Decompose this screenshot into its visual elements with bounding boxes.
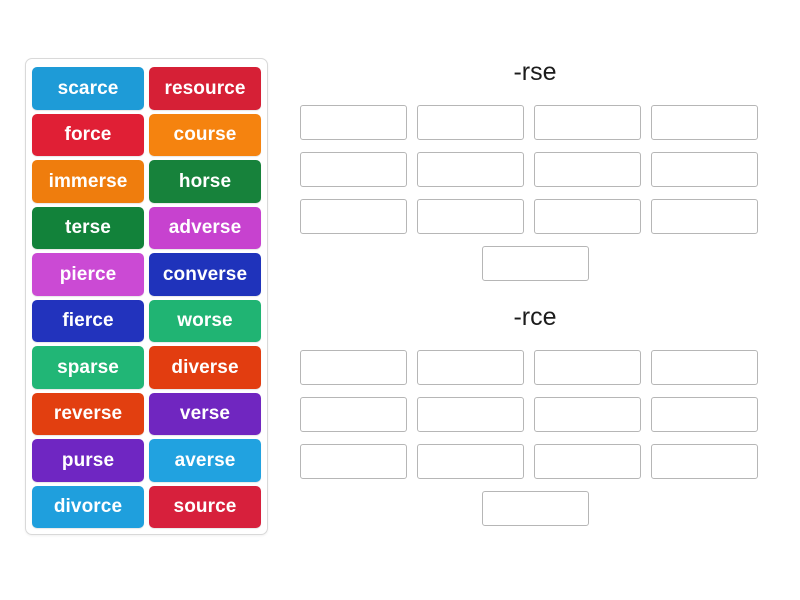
drop-slot[interactable] <box>300 105 407 140</box>
word-tile[interactable]: diverse <box>149 346 261 389</box>
group-heading-rse: -rse <box>513 58 557 86</box>
drop-slot[interactable] <box>651 105 758 140</box>
sort-group-rce: -rce <box>300 305 770 526</box>
drop-slot[interactable] <box>300 199 407 234</box>
drop-slot[interactable] <box>534 397 641 432</box>
slot-grid-rce <box>300 350 770 479</box>
drop-slot[interactable] <box>651 350 758 385</box>
word-tile[interactable]: adverse <box>149 206 261 249</box>
drop-slot[interactable] <box>534 105 641 140</box>
drop-slot[interactable] <box>534 444 641 479</box>
drop-slot[interactable] <box>417 105 524 140</box>
drop-slot[interactable] <box>534 199 641 234</box>
drop-slot[interactable] <box>300 444 407 479</box>
word-tile[interactable]: divorce <box>32 485 144 528</box>
drop-slot[interactable] <box>417 397 524 432</box>
drop-slot[interactable] <box>651 152 758 187</box>
word-tile[interactable]: scarce <box>32 67 144 110</box>
word-tile[interactable]: course <box>149 113 261 156</box>
drop-slot[interactable] <box>481 491 589 526</box>
slot-grid-rse <box>300 105 770 234</box>
drop-slot[interactable] <box>417 444 524 479</box>
drop-slot[interactable] <box>651 397 758 432</box>
sort-group-rse: -rse <box>300 60 770 281</box>
slot-tail-rse <box>300 246 770 281</box>
drop-slot[interactable] <box>651 199 758 234</box>
word-tile[interactable]: sparse <box>32 346 144 389</box>
drop-slot[interactable] <box>481 246 589 281</box>
word-tile[interactable]: purse <box>32 439 144 482</box>
word-tile[interactable]: immerse <box>32 160 144 203</box>
word-tile[interactable]: reverse <box>32 392 144 435</box>
drop-slot[interactable] <box>417 199 524 234</box>
word-tile[interactable]: pierce <box>32 253 144 296</box>
word-tile[interactable]: averse <box>149 439 261 482</box>
word-tile[interactable]: horse <box>149 160 261 203</box>
word-tile[interactable]: fierce <box>32 299 144 342</box>
drop-slot[interactable] <box>534 350 641 385</box>
drop-slot[interactable] <box>300 152 407 187</box>
word-tile-grid: scarce resource force course immerse horse ter… <box>31 65 262 530</box>
drop-slot[interactable] <box>417 350 524 385</box>
word-tile[interactable]: worse <box>149 299 261 342</box>
slot-tail-rce <box>300 491 770 526</box>
word-tile[interactable]: force <box>32 113 144 156</box>
drop-slot[interactable] <box>417 152 524 187</box>
drop-slot[interactable] <box>300 397 407 432</box>
word-tile[interactable]: converse <box>149 253 261 296</box>
word-tile[interactable]: terse <box>32 206 144 249</box>
group-heading-rce: -rce <box>513 303 557 331</box>
drop-slot[interactable] <box>534 152 641 187</box>
drop-slot[interactable] <box>300 350 407 385</box>
word-tile[interactable]: verse <box>149 392 261 435</box>
word-tile[interactable]: source <box>149 485 261 528</box>
word-tile[interactable]: resource <box>149 67 261 110</box>
drop-slot[interactable] <box>651 444 758 479</box>
word-bank-panel: scarce resource force course immerse horse ter… <box>25 58 268 535</box>
